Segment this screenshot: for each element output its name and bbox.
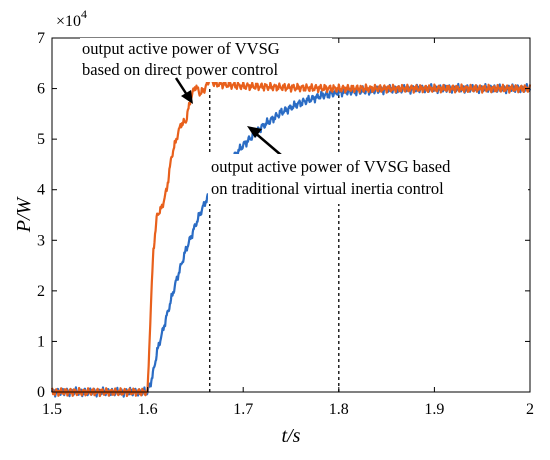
annotation-direct-power-control: output active power of VVSG based on dir… xyxy=(80,38,332,104)
plot-area-background xyxy=(52,38,530,392)
x-axis-label: t/s xyxy=(282,425,301,447)
x-tick-label: 1.9 xyxy=(424,401,444,418)
y-tick-label: 1 xyxy=(37,333,45,350)
series-layer xyxy=(50,74,532,398)
annotation-2-arrowhead xyxy=(247,126,262,138)
y-axis-multiplier: ×104 xyxy=(56,7,87,30)
y-axis-label: P/W xyxy=(13,195,35,233)
y-tick-label: 0 xyxy=(37,384,45,401)
annotation-1-line-1: output active power of VVSG xyxy=(82,39,280,58)
annotation-2-arrow-shaft xyxy=(253,131,282,156)
x-tick-label: 1.8 xyxy=(329,401,349,418)
series-line-2 xyxy=(50,74,532,398)
y-axis-ticks: 0 1 2 3 4 5 6 7 xyxy=(37,30,530,401)
y-tick-label: 7 xyxy=(37,30,45,47)
x-tick-label: 1.7 xyxy=(233,401,253,418)
y-tick-label: 4 xyxy=(37,182,45,199)
annotation-virtual-inertia-control: output active power of VVSG based on tra… xyxy=(208,126,528,204)
y-tick-label: 2 xyxy=(37,283,45,300)
annotation-1-line-2: based on direct power control xyxy=(82,60,279,79)
y-axis-multiplier-base: ×10 xyxy=(56,13,81,30)
y-tick-label: 5 xyxy=(37,131,45,148)
reference-lines xyxy=(209,88,340,392)
x-tick-label: 2 xyxy=(526,401,534,418)
x-axis-ticks: 1.5 1.6 1.7 1.8 1.9 2 xyxy=(42,38,534,418)
x-tick-label: 1.6 xyxy=(138,401,158,418)
y-axis-multiplier-exp: 4 xyxy=(81,7,87,21)
annotation-1-arrowhead xyxy=(181,90,193,104)
annotation-2-line-2: on traditional virtual inertia control xyxy=(211,179,444,198)
x-tick-label: 1.5 xyxy=(42,401,62,418)
y-tick-label: 6 xyxy=(37,81,45,98)
y-tick-label: 3 xyxy=(37,232,45,249)
annotation-2-line-1: output active power of VVSG based xyxy=(211,157,451,176)
